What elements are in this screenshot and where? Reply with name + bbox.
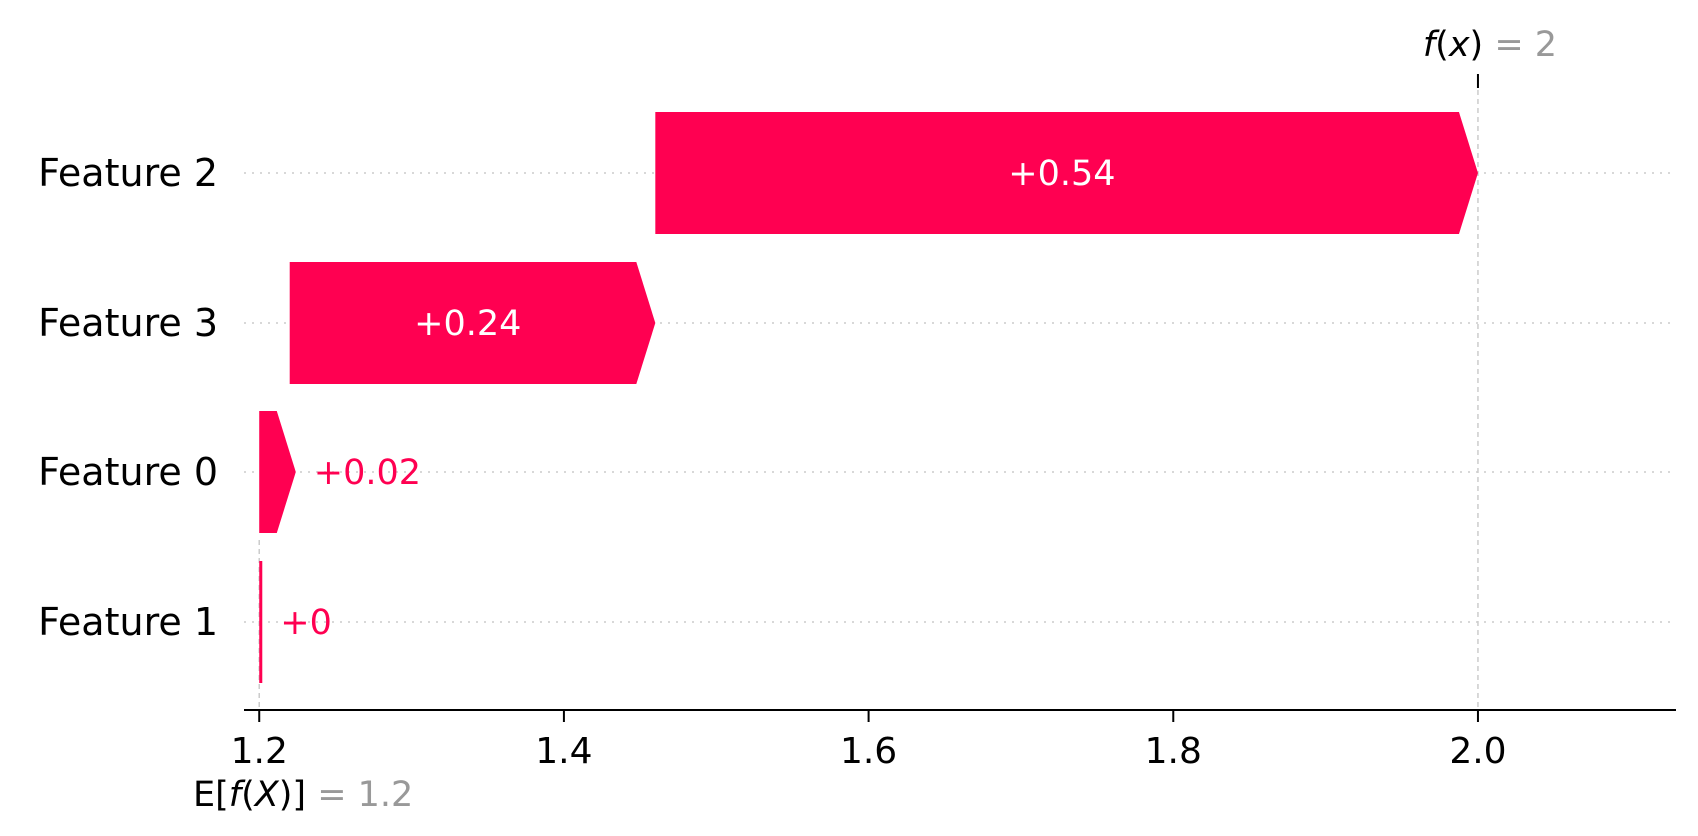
bar-value-label: +0.02 [314,453,421,493]
x-tick-label: 1.8 [1145,731,1202,772]
bar-value-label: +0.24 [414,304,521,344]
x-tick-label: 1.6 [840,731,897,772]
base-value-annotation: E[f(X)] = 1.2 [193,775,413,815]
feature-name-label: Feature 2 [38,151,218,195]
output-value-annotation: f(x) = 2 [1423,25,1557,65]
feature-name-label: Feature 1 [38,600,218,644]
bar-feature-3 [289,262,656,384]
bar-feature-0 [259,411,296,533]
bar-feature-2 [655,112,1478,234]
bar-value-label: +0 [280,603,332,643]
feature-name-label: Feature 0 [38,450,218,494]
bar-value-label: +0.54 [1008,154,1115,194]
bar-feature-1 [259,561,263,683]
x-tick-label: 2.0 [1449,731,1506,772]
feature-name-label: Feature 3 [38,301,218,345]
x-tick-label: 1.2 [231,731,288,772]
x-tick-label: 1.4 [535,731,592,772]
